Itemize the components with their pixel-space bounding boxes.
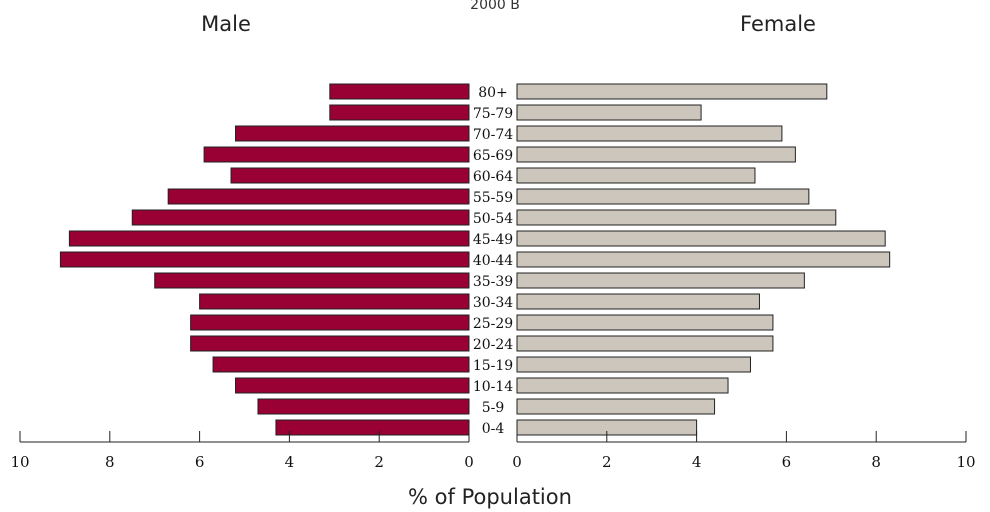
age-group-label: 10-14 bbox=[473, 379, 513, 395]
age-group-label: 70-74 bbox=[473, 127, 513, 143]
male-bar-80+ bbox=[329, 83, 470, 100]
age-labels-group: 80+ 75-79 70-74 65-69 60-64 55-59 50-54 45-49 40… bbox=[473, 85, 513, 437]
age-group-label: 30-34 bbox=[473, 295, 513, 311]
female-bar-45-49 bbox=[516, 230, 886, 247]
female-bar-80+ bbox=[516, 83, 828, 100]
male-bar-30-34 bbox=[199, 293, 470, 310]
female-axis-tick-label: 0 bbox=[512, 453, 522, 471]
age-group-label: 45-49 bbox=[473, 232, 513, 248]
male-axis-tick-label: 8 bbox=[105, 453, 115, 471]
male-bar-10-14 bbox=[235, 377, 470, 394]
female-axis-tick-label: 4 bbox=[692, 453, 702, 471]
female-bar-10-14 bbox=[516, 377, 729, 394]
female-bar-75-79 bbox=[516, 104, 702, 121]
female-bar-60-64 bbox=[516, 167, 756, 184]
male-side-title: Male bbox=[201, 12, 251, 36]
male-bar-55-59 bbox=[167, 188, 470, 205]
male-axis-tick-label: 10 bbox=[10, 453, 29, 471]
male-bar-25-29 bbox=[190, 314, 470, 331]
female-side-title: Female bbox=[740, 12, 816, 36]
age-group-label: 15-19 bbox=[473, 358, 513, 374]
male-bar-45-49 bbox=[68, 230, 470, 247]
male-bar-35-39 bbox=[154, 272, 470, 289]
female-axis-tick-label: 6 bbox=[782, 453, 792, 471]
age-group-label: 0-4 bbox=[482, 421, 505, 437]
female-bar-25-29 bbox=[516, 314, 774, 331]
female-axis-tick-label: 10 bbox=[956, 453, 975, 471]
female-bar-5-9 bbox=[516, 398, 716, 415]
female-bar-20-24 bbox=[516, 335, 774, 352]
female-bar-70-74 bbox=[516, 125, 783, 142]
male-bar-5-9 bbox=[257, 398, 470, 415]
age-group-label: 55-59 bbox=[473, 190, 513, 206]
female-x-axis: 0 2 4 6 8 10 bbox=[512, 431, 976, 471]
age-group-label: 80+ bbox=[478, 85, 508, 101]
age-group-label: 65-69 bbox=[473, 148, 513, 164]
male-bar-75-79 bbox=[329, 104, 470, 121]
male-bar-40-44 bbox=[59, 251, 470, 268]
female-bar-40-44 bbox=[516, 251, 891, 268]
female-axis-tick-label: 8 bbox=[871, 453, 881, 471]
x-axis-label: % of Population bbox=[408, 485, 572, 509]
male-bar-0-4 bbox=[275, 419, 470, 436]
male-axis-tick-label: 4 bbox=[285, 453, 295, 471]
male-bar-70-74 bbox=[235, 125, 470, 142]
male-axis-tick-label: 6 bbox=[195, 453, 205, 471]
age-group-label: 75-79 bbox=[473, 106, 513, 122]
male-x-axis: 10 8 6 4 2 0 bbox=[10, 431, 474, 471]
male-bar-60-64 bbox=[230, 167, 470, 184]
female-axis-tick-label: 2 bbox=[602, 453, 612, 471]
age-group-label: 25-29 bbox=[473, 316, 513, 332]
age-group-label: 50-54 bbox=[473, 211, 513, 227]
female-bars-group bbox=[516, 83, 891, 436]
age-group-label: 40-44 bbox=[473, 253, 513, 269]
female-bar-65-69 bbox=[516, 146, 796, 163]
male-axis-tick-label: 2 bbox=[374, 453, 384, 471]
female-bar-35-39 bbox=[516, 272, 805, 289]
age-group-label: 5-9 bbox=[482, 400, 505, 416]
male-axis-tick-label: 0 bbox=[464, 453, 474, 471]
age-group-label: 20-24 bbox=[473, 337, 513, 353]
male-bar-65-69 bbox=[203, 146, 470, 163]
female-bar-50-54 bbox=[516, 209, 837, 226]
male-bar-15-19 bbox=[212, 356, 470, 373]
male-bar-50-54 bbox=[131, 209, 470, 226]
chart-title-fragment: 2000 B bbox=[470, 0, 520, 13]
age-group-label: 60-64 bbox=[473, 169, 513, 185]
female-bar-30-34 bbox=[516, 293, 760, 310]
female-bar-15-19 bbox=[516, 356, 751, 373]
age-group-label: 35-39 bbox=[473, 274, 513, 290]
male-bar-20-24 bbox=[190, 335, 470, 352]
male-bars-group bbox=[59, 83, 470, 436]
female-bar-55-59 bbox=[516, 188, 810, 205]
